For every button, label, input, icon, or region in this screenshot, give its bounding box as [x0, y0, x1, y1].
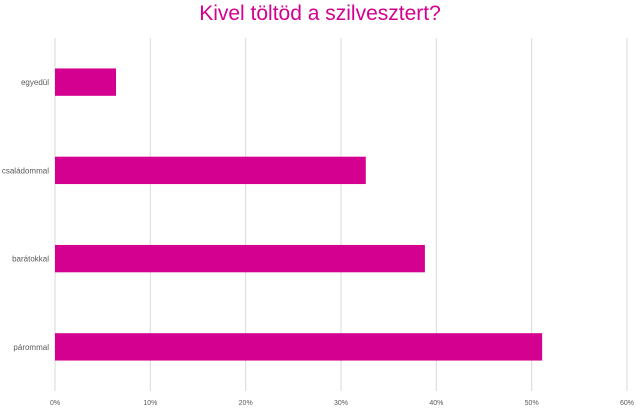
chart-title: Kivel töltöd a szilvesztert?: [199, 2, 441, 25]
bar: [55, 68, 117, 96]
bar: [55, 244, 425, 273]
bar: [55, 333, 543, 361]
x-tick-label: 40%: [429, 400, 443, 407]
x-tick-label: 60%: [620, 400, 634, 407]
x-tick-label: 30%: [334, 400, 348, 407]
x-tick-label: 50%: [525, 400, 539, 407]
category-label: barátokkal: [12, 255, 49, 264]
bar: [55, 156, 366, 185]
x-tick-label: 10%: [143, 400, 157, 407]
x-tick-label: 20%: [239, 400, 253, 407]
category-label: párommal: [13, 343, 49, 352]
x-tick-label: 0%: [50, 400, 60, 407]
category-label: egyedül: [21, 78, 49, 87]
category-label: családommal: [2, 166, 49, 175]
